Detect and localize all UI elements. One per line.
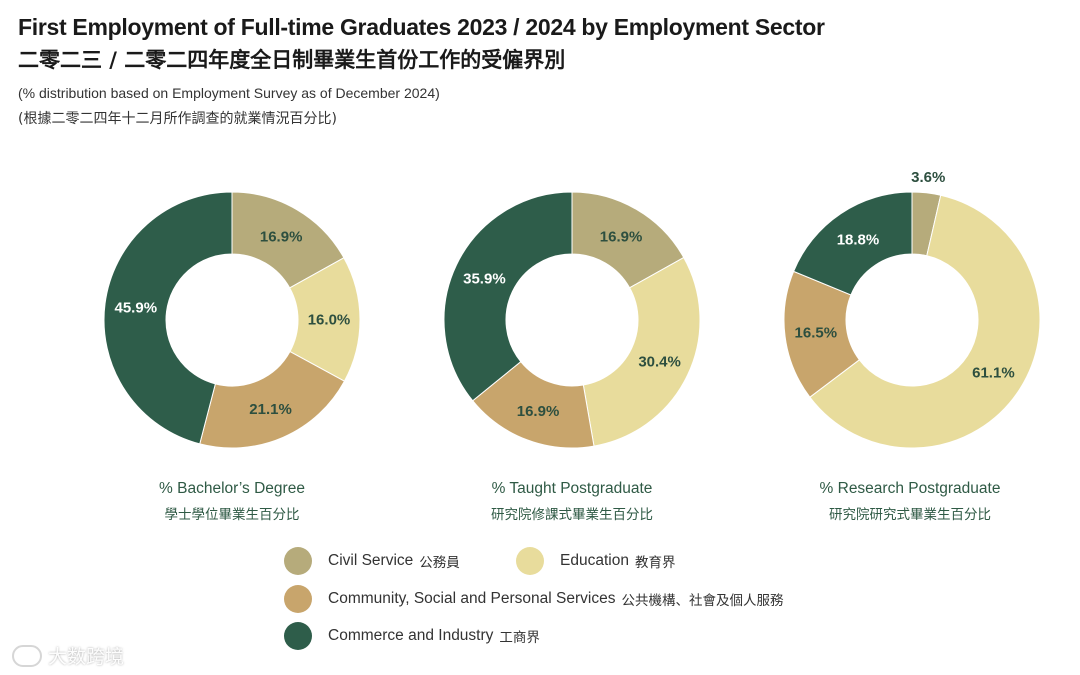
legend-label-education-en: Education [560, 552, 629, 569]
donut-taught-label-community: 16.9% [517, 403, 560, 420]
chart-subtitle-en: (% distribution based on Employment Surv… [18, 85, 440, 101]
legend-swatch-community [284, 585, 312, 613]
donut-label-taught-zh: 研究院修課式畢業生百分比 [491, 507, 653, 523]
donut-bachelor-slice-community [199, 350, 346, 449]
legend-swatch-education [516, 547, 544, 575]
legend-label-civil-service-en: Civil Service [328, 552, 414, 569]
donut-label-taught-en: % Taught Postgraduate [491, 480, 653, 497]
donut-taught-slice-commerce [443, 191, 573, 402]
donut-research-label-community: 16.5% [795, 324, 838, 341]
watermark: 大数跨境 [12, 642, 124, 669]
legend-label-community-en: Community, Social and Personal Services [328, 590, 616, 607]
donut-taught-label-education: 30.4% [638, 354, 681, 371]
donut-bachelor-label-community: 21.1% [249, 401, 292, 418]
donut-bachelor-label-commerce: 45.9% [115, 300, 158, 317]
donut-research-label-commerce: 18.8% [837, 231, 880, 248]
chart-title-en: First Employment of Full-time Graduates … [18, 14, 825, 40]
donut-research-label-education: 61.1% [972, 365, 1015, 382]
donut-research-slice-education [809, 194, 1041, 449]
donut-label-bachelor-zh: 學士學位畢業生百分比 [164, 507, 300, 523]
donut-taught-label-commerce: 35.9% [463, 270, 506, 287]
donut-label-research-en: % Research Postgraduate [819, 480, 1001, 497]
donut-label-research-zh: 研究院研究式畢業生百分比 [829, 507, 991, 523]
legend-swatch-commerce [284, 622, 312, 650]
legend-label-commerce-zh: 工商界 [499, 630, 540, 646]
donut-taught-slice-education [582, 256, 701, 447]
legend-item-education: Education 教育界 [516, 547, 675, 575]
chart-subtitle-zh: (根據二零二四年十二月所作調查的就業情況百分比) [18, 111, 337, 127]
donut-research-slice-commerce [792, 191, 913, 296]
legend-label-education-zh: 教育界 [634, 555, 676, 571]
legend-label-commerce-en: Commerce and Industry [328, 627, 494, 644]
legend-swatch-civil-service [284, 547, 312, 575]
legend-label-community-zh: 公共機構、社會及個人服務 [621, 593, 784, 609]
donut-bachelor-label-education: 16.0% [308, 312, 351, 329]
donut-research-label-civil_service: 3.6% [911, 169, 945, 186]
donut-bachelor-slice-commerce [103, 191, 233, 445]
donut-label-bachelor-en: % Bachelor’s Degree [159, 480, 305, 497]
donut-bachelor-label-civil_service: 16.9% [260, 228, 303, 245]
legend-item-commerce: Commerce and Industry 工商界 [284, 622, 540, 650]
donut-taught-label-civil_service: 16.9% [600, 228, 643, 245]
legend-item-civil-service: Civil Service 公務員 [284, 547, 460, 575]
watermark-text: 大数跨境 [48, 646, 125, 668]
legend-item-community: Community, Social and Personal Services … [284, 585, 783, 613]
watermark-logo-icon [12, 644, 42, 667]
chart-title-zh: 二零二三 / 二零二四年度全日制畢業生首份工作的受僱界別 [18, 48, 566, 72]
legend-label-civil-service-zh: 公務員 [419, 555, 460, 571]
